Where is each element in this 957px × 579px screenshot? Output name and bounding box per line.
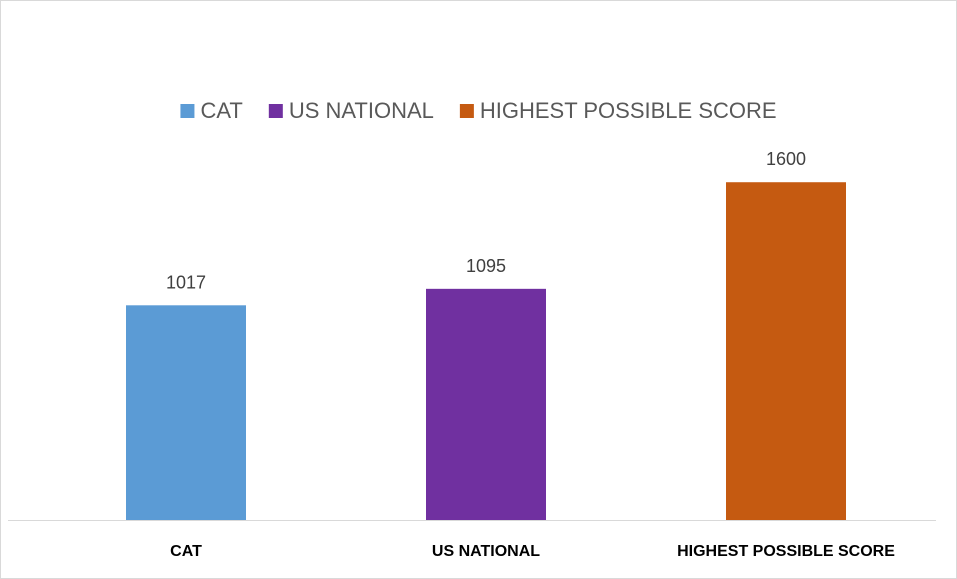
chart-bars (126, 182, 846, 520)
chart-data-labels: 1017 1095 1600 (166, 149, 806, 292)
x-tick-label-us-national: US NATIONAL (432, 543, 540, 560)
legend-label-highest-possible-score: HIGHEST POSSIBLE SCORE (480, 98, 777, 123)
legend-swatch-us-national (268, 104, 283, 118)
legend-label-us-national: US NATIONAL (289, 98, 434, 123)
data-label-us-national: 1095 (466, 256, 506, 276)
bar-highest-possible-score (726, 182, 846, 520)
data-label-cat: 1017 (166, 272, 206, 292)
data-label-highest-possible-score: 1600 (766, 149, 806, 169)
legend-swatch-cat (180, 104, 195, 118)
legend-item-us-national: US NATIONAL (268, 98, 434, 123)
x-tick-label-cat: CAT (170, 543, 202, 560)
bar-cat (126, 305, 246, 520)
x-axis-tick-labels: CAT US NATIONAL HIGHEST POSSIBLE SCORE (170, 543, 895, 560)
legend-swatch-highest-possible-score (459, 104, 474, 118)
legend-item-cat: CAT (180, 98, 243, 123)
chart-legend: CAT US NATIONAL HIGHEST POSSIBLE SCORE (180, 98, 777, 123)
legend-item-highest-possible-score: HIGHEST POSSIBLE SCORE (459, 98, 777, 123)
legend-label-cat: CAT (200, 98, 242, 123)
x-tick-label-highest-possible-score: HIGHEST POSSIBLE SCORE (677, 543, 895, 560)
bar-us-national (426, 288, 546, 520)
